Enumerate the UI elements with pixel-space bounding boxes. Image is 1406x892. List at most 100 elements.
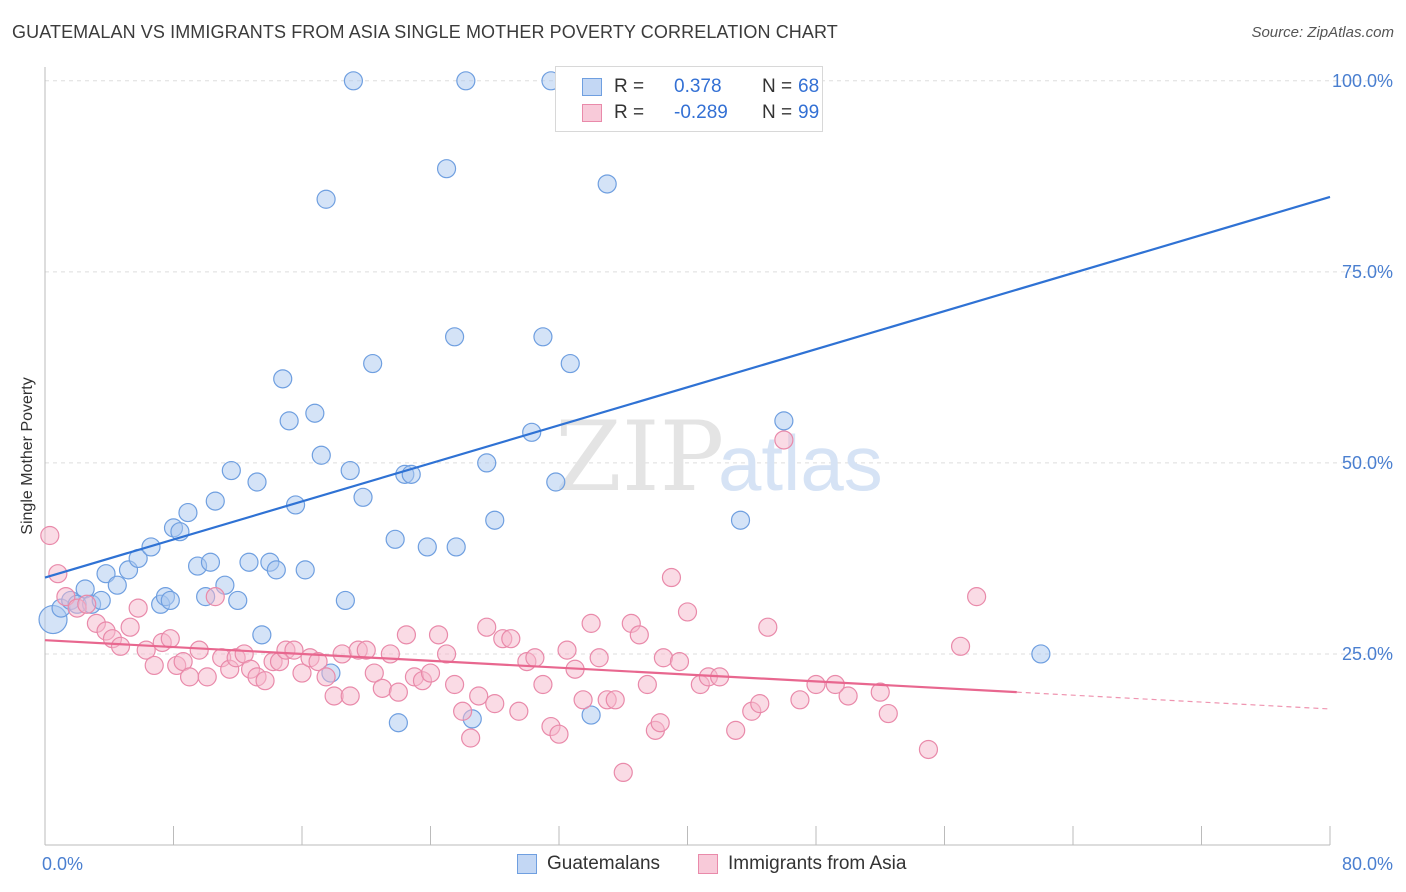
data-point (790, 690, 810, 710)
legend-label-guatemalans: Guatemalans (547, 853, 661, 874)
data-point (774, 430, 794, 450)
data-point (597, 174, 617, 194)
data-point (806, 674, 826, 695)
data-point (878, 703, 898, 724)
data-point (669, 651, 690, 672)
data-point (144, 655, 164, 676)
data-point (316, 667, 336, 687)
data-point (750, 694, 770, 714)
data-point (96, 564, 116, 584)
data-point (160, 590, 180, 611)
data-point (279, 411, 299, 431)
data-point (120, 617, 140, 637)
data-point (501, 629, 521, 649)
data-point (40, 525, 60, 546)
data-point (509, 701, 529, 721)
data-point (637, 674, 657, 695)
data-point (653, 648, 674, 668)
data-point (477, 453, 497, 473)
legend-label-immigrants: Immigrants from Asia (728, 853, 907, 874)
data-point (605, 690, 625, 710)
data-point (200, 552, 221, 572)
data-point (436, 644, 457, 664)
data-point (420, 663, 441, 683)
legend-r-value: -0.289 (674, 102, 728, 123)
data-point (456, 71, 476, 91)
legend-n-label: N = (762, 102, 793, 123)
y-tick-label: 25.0% (1342, 644, 1393, 664)
data-point (428, 625, 449, 645)
data-point (388, 682, 408, 702)
data-point (549, 724, 569, 744)
data-point (825, 674, 845, 695)
data-point (870, 682, 890, 702)
data-point (533, 327, 553, 347)
data-point (324, 686, 344, 706)
bottom-legend-guatemalans[interactable]: Guatemalans (517, 852, 660, 876)
legend-n-label: N = (762, 76, 793, 97)
data-point (589, 648, 609, 668)
watermark-atlas: atlas (718, 419, 883, 507)
data-point (364, 663, 384, 683)
data-point (444, 674, 465, 695)
legend-r-label: R = (614, 102, 645, 123)
data-point (292, 663, 312, 683)
data-point (385, 529, 405, 549)
data-point (525, 648, 545, 668)
data-point (485, 694, 505, 714)
data-point (650, 713, 670, 733)
data-point (305, 403, 325, 423)
y-tick-label: 100.0% (1332, 71, 1393, 91)
data-point (950, 636, 971, 656)
data-point (581, 705, 601, 725)
data-point (444, 327, 465, 347)
data-point (340, 460, 360, 481)
axes (44, 67, 1331, 846)
data-point (469, 686, 489, 706)
data-point (178, 502, 198, 523)
trend-line-immigrants-extension (1016, 691, 1331, 710)
legend-n-value: 68 (798, 76, 820, 97)
data-point (332, 644, 352, 664)
data-point (189, 640, 209, 660)
data-point (380, 644, 400, 664)
data-point (107, 575, 127, 595)
data-point (311, 445, 331, 465)
data-point (372, 678, 392, 698)
data-point (396, 625, 417, 645)
data-point (477, 617, 497, 637)
watermark-zip: ZIP (555, 401, 724, 513)
data-point (546, 472, 566, 492)
data-point (205, 587, 225, 607)
data-point (197, 667, 217, 687)
data-point (284, 640, 304, 660)
data-point (77, 594, 97, 614)
data-point (613, 762, 633, 783)
data-point (266, 560, 286, 580)
data-point (343, 71, 363, 91)
data-point (179, 667, 200, 687)
data-point (661, 567, 682, 588)
source-label: Source: ZipAtlas.com (1251, 24, 1394, 41)
legend-n-value: 99 (798, 102, 820, 123)
trend-line-immigrants (44, 639, 1017, 694)
data-point (228, 590, 248, 611)
data-point (316, 189, 336, 209)
data-point (417, 537, 437, 557)
data-point (918, 739, 939, 760)
data-point (128, 598, 148, 618)
y-tick-label: 50.0% (1342, 453, 1393, 473)
data-point (446, 537, 466, 557)
data-point (56, 587, 76, 607)
data-point (308, 651, 328, 672)
bottom-legend-immigrants[interactable]: Immigrants from Asia (698, 852, 906, 876)
data-point (436, 159, 457, 179)
data-point (730, 510, 751, 530)
legend-r-label: R = (614, 76, 645, 97)
legend-swatch-blue (582, 78, 602, 96)
data-point (255, 671, 275, 691)
data-point (160, 629, 180, 649)
data-point (726, 720, 746, 740)
data-point (239, 552, 259, 572)
